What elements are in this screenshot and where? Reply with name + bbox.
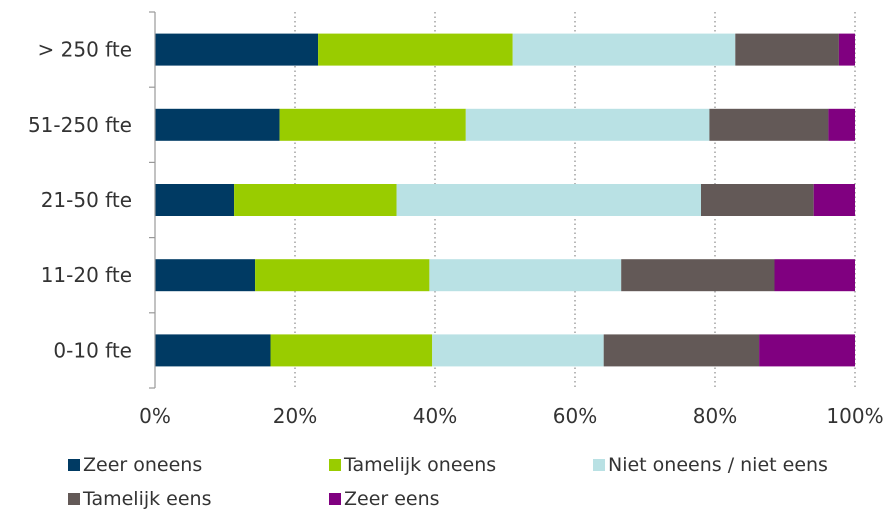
legend-label: Tamelijk eens (83, 488, 212, 510)
bar-segment (838, 33, 855, 66)
legend: Zeer oneens Tamelijk oneens Niet oneens / … (68, 448, 868, 516)
legend-label: Tamelijk oneens (344, 454, 497, 476)
tick-labels: 0% 20% 40% 60% 80% 100% > 250 fte 51-250 fte 21-… (28, 38, 884, 428)
legend-item: Zeer eens (329, 482, 593, 516)
bar-segment (709, 108, 829, 141)
x-tick-label: 80% (693, 404, 737, 428)
bar-segment (155, 33, 319, 66)
bar-segment (255, 259, 430, 292)
stacked-bar-chart: 0% 20% 40% 60% 80% 100% > 250 fte 51-250 fte 21-… (28, 11, 884, 428)
x-tick-label: 20% (273, 404, 317, 428)
legend-swatch (68, 493, 80, 505)
bar-segment (429, 259, 622, 292)
legend-item: Tamelijk eens (68, 482, 329, 516)
y-tick-label: 0-10 fte (53, 338, 132, 362)
y-tick-label: 11-20 fte (41, 263, 132, 287)
x-tick-label: 40% (413, 404, 457, 428)
x-tick-label: 0% (139, 404, 171, 428)
y-tick-label: > 250 fte (38, 38, 132, 62)
legend-label: Zeer oneens (83, 454, 203, 476)
y-tick-label: 51-250 fte (28, 113, 132, 137)
bar-segment (701, 184, 814, 216)
bar-segment (396, 184, 701, 216)
bar-segment (759, 334, 855, 367)
bar-segment (155, 184, 235, 216)
legend-swatch (593, 459, 605, 471)
bar-segment (155, 108, 280, 141)
legend-swatch (68, 459, 80, 471)
legend-label: Niet oneens / niet eens (608, 454, 828, 476)
bar-segment (270, 334, 433, 367)
legend-item: Tamelijk oneens (329, 448, 593, 482)
bar-segment (279, 108, 466, 141)
bar-segment (155, 259, 256, 292)
x-tick-label: 60% (553, 404, 597, 428)
legend-swatch (329, 493, 341, 505)
bar-segment (234, 184, 397, 216)
bar-segment (318, 33, 513, 66)
legend-item: Zeer oneens (68, 448, 329, 482)
x-tick-label: 100% (826, 404, 883, 428)
bar-segment (735, 33, 839, 66)
bar-segment (432, 334, 604, 367)
bar-segment (512, 33, 736, 66)
y-tick-label: 21-50 fte (41, 188, 132, 212)
legend-item: Niet oneens / niet eens (593, 448, 868, 482)
bar-segment (774, 259, 855, 292)
bar-segment (603, 334, 760, 367)
legend-label: Zeer eens (344, 488, 440, 510)
bar-segment (621, 259, 775, 292)
bars (155, 33, 855, 367)
bar-segment (813, 184, 855, 216)
legend-swatch (329, 459, 341, 471)
bar-segment (465, 108, 710, 141)
bar-segment (828, 108, 855, 141)
bar-segment (155, 334, 271, 367)
axes (149, 11, 156, 389)
